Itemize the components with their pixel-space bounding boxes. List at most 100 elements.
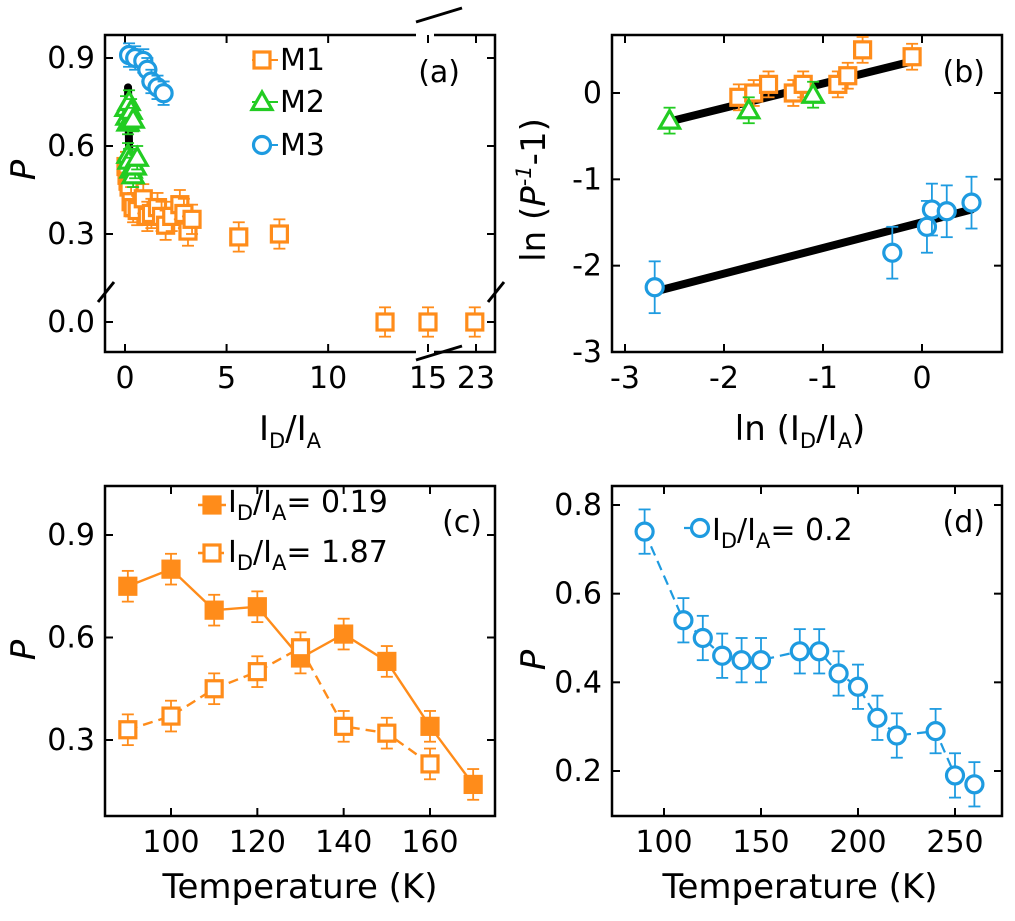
panel-a: 0 5 10 15 23 0.0 0.3 0.6 0.9 (a) P ID/IA M1 M2 M… xyxy=(4,6,506,453)
panel-c-tag: (c) xyxy=(442,505,482,540)
panel-a-m1-point xyxy=(229,227,249,247)
panel-a-m3-point xyxy=(153,83,174,104)
panel-b-m3-point xyxy=(936,201,957,222)
panel-a-y-title: P xyxy=(4,159,44,180)
panel-b-y-tick-label: 0 xyxy=(583,76,602,111)
panel-b-m2-point xyxy=(800,81,826,104)
panel-d-x-tick-label: 150 xyxy=(732,825,789,860)
panel-b: -3 -2 -1 0 -3 -2 -1 0 (b) ln (P-1-1) ln (ID/IA) xyxy=(512,33,1004,453)
panel-d: 100 150 200 250 0.2 0.4 0.6 0.8 (d) P Temperatu… xyxy=(514,484,1004,907)
panel-a-x-tick-label: 10 xyxy=(309,361,347,396)
panel-a-y-tick-label: 0.6 xyxy=(47,129,95,164)
panel-d-point xyxy=(828,663,849,684)
legend-marker-m2 xyxy=(249,88,275,112)
panel-b-tag: (b) xyxy=(943,55,985,90)
panel-a-m1-point xyxy=(465,312,485,332)
legend-marker-c-1 xyxy=(202,543,222,563)
panel-d-y-tick-label: 0.4 xyxy=(554,665,602,700)
panel-d-point xyxy=(634,521,655,542)
panel-d-y-title: P xyxy=(514,649,554,670)
panel-a-y-tick-label: 0.9 xyxy=(47,41,95,76)
panel-a-tag: (a) xyxy=(418,55,460,90)
legend-label-m3: M3 xyxy=(280,128,325,163)
panel-c-frame xyxy=(103,484,497,818)
panel-b-m1-point xyxy=(793,74,813,94)
panel-d-point xyxy=(964,774,985,795)
panel-d-point xyxy=(712,645,733,666)
panel-a-x-title: ID/IA xyxy=(259,409,322,453)
panel-d-point xyxy=(789,641,810,662)
legend-marker-d xyxy=(689,517,711,539)
panel-a-bottom-break-mark xyxy=(415,344,463,362)
panel-c-x-tick-label: 160 xyxy=(401,825,458,860)
panel-d-point xyxy=(847,676,869,697)
panel-d-x-title: Temperature (K) xyxy=(661,867,937,907)
panel-a-x-tick-label: 0 xyxy=(115,361,134,396)
panel-a-m2-point xyxy=(124,144,150,167)
panel-d-point xyxy=(692,627,713,649)
panel-b-y-title: ln (P-1-1) xyxy=(512,118,554,262)
panel-c-series-0-line xyxy=(127,567,475,786)
panel-d-point xyxy=(809,641,830,662)
panel-a-x-tick-label: 15 xyxy=(409,361,447,396)
panel-c-series-0-point xyxy=(247,597,267,617)
panel-a-legend: M1 M2 M3 xyxy=(249,43,325,163)
panel-d-point xyxy=(673,610,694,631)
panel-b-x-tick-label: 0 xyxy=(912,361,931,396)
panel-a-right-break-mark xyxy=(486,281,506,303)
panel-c-series-1-point xyxy=(420,754,440,774)
panel-b-m1-point xyxy=(902,47,922,67)
panel-c-series-1-point xyxy=(118,720,138,740)
panel-a-y-tick-label: 0.3 xyxy=(47,217,95,252)
panel-a-m1-point xyxy=(375,312,395,332)
legend-label-c-0-19: ID/IA= 0.19 xyxy=(228,485,388,525)
panel-c-series-1-point xyxy=(247,662,267,682)
legend-marker-c-0 xyxy=(202,495,222,515)
panel-d-legend xyxy=(684,517,712,539)
panel-b-x-tick-label: -2 xyxy=(709,361,739,396)
panel-c-series-1-point xyxy=(161,706,181,726)
panel-c-y-title: P xyxy=(4,639,44,660)
panel-d-point xyxy=(731,650,752,671)
panel-c: 100 120 140 160 0.3 0.6 0.9 (c) P Temperature … xyxy=(4,484,497,907)
panel-a-frame xyxy=(103,33,497,354)
panel-b-x-tick-label: -1 xyxy=(808,361,838,396)
legend-marker-m1 xyxy=(252,50,272,70)
panel-a-top-break-mark xyxy=(415,6,463,24)
panel-d-point xyxy=(867,707,888,728)
panel-d-x-tick-label: 250 xyxy=(926,825,983,860)
panel-c-series-1-point xyxy=(334,716,354,736)
panel-a-x-tick-label: 5 xyxy=(217,361,236,396)
panel-b-m3-point xyxy=(882,242,903,263)
panel-d-point xyxy=(750,650,772,671)
panel-b-y-tick-label: -3 xyxy=(572,335,602,370)
panel-b-x-tick-label: -3 xyxy=(610,361,640,396)
panel-b-y-tick-label: -2 xyxy=(572,249,602,284)
legend-label-c-1-87: ID/IA= 1.87 xyxy=(228,535,388,575)
panel-c-series-1-point xyxy=(377,723,397,743)
panel-b-m2-point xyxy=(735,97,762,120)
panel-c-y-tick-label: 0.9 xyxy=(47,518,95,553)
panel-a-m2-point xyxy=(120,106,146,129)
panel-d-y-tick-label: 0.2 xyxy=(554,754,602,789)
panel-b-m2-point xyxy=(656,107,683,130)
panel-d-frame xyxy=(610,484,1004,818)
panel-a-left-break-mark xyxy=(96,281,116,303)
panel-b-y-tick-label: -1 xyxy=(572,162,602,197)
panel-c-legend xyxy=(198,495,226,563)
panel-c-x-tick-label: 120 xyxy=(229,825,286,860)
panel-c-series-0-point xyxy=(334,624,354,644)
panel-a-y-tick-label: 0.0 xyxy=(47,305,95,340)
panel-d-point xyxy=(925,720,946,742)
panel-a-m1-point xyxy=(182,209,202,229)
panel-b-m3-point xyxy=(916,216,938,237)
legend-label-d-0-2: ID/IA= 0.2 xyxy=(712,513,853,553)
panel-b-m1-point xyxy=(838,66,858,86)
panel-b-frame xyxy=(610,33,1004,354)
panel-c-x-tick-label: 100 xyxy=(142,825,199,860)
panel-d-x-tick-label: 100 xyxy=(635,825,692,860)
panel-a-axis-break-gap xyxy=(416,14,434,374)
panel-b-m3-point xyxy=(961,192,982,213)
panel-b-m1-point xyxy=(852,40,873,60)
